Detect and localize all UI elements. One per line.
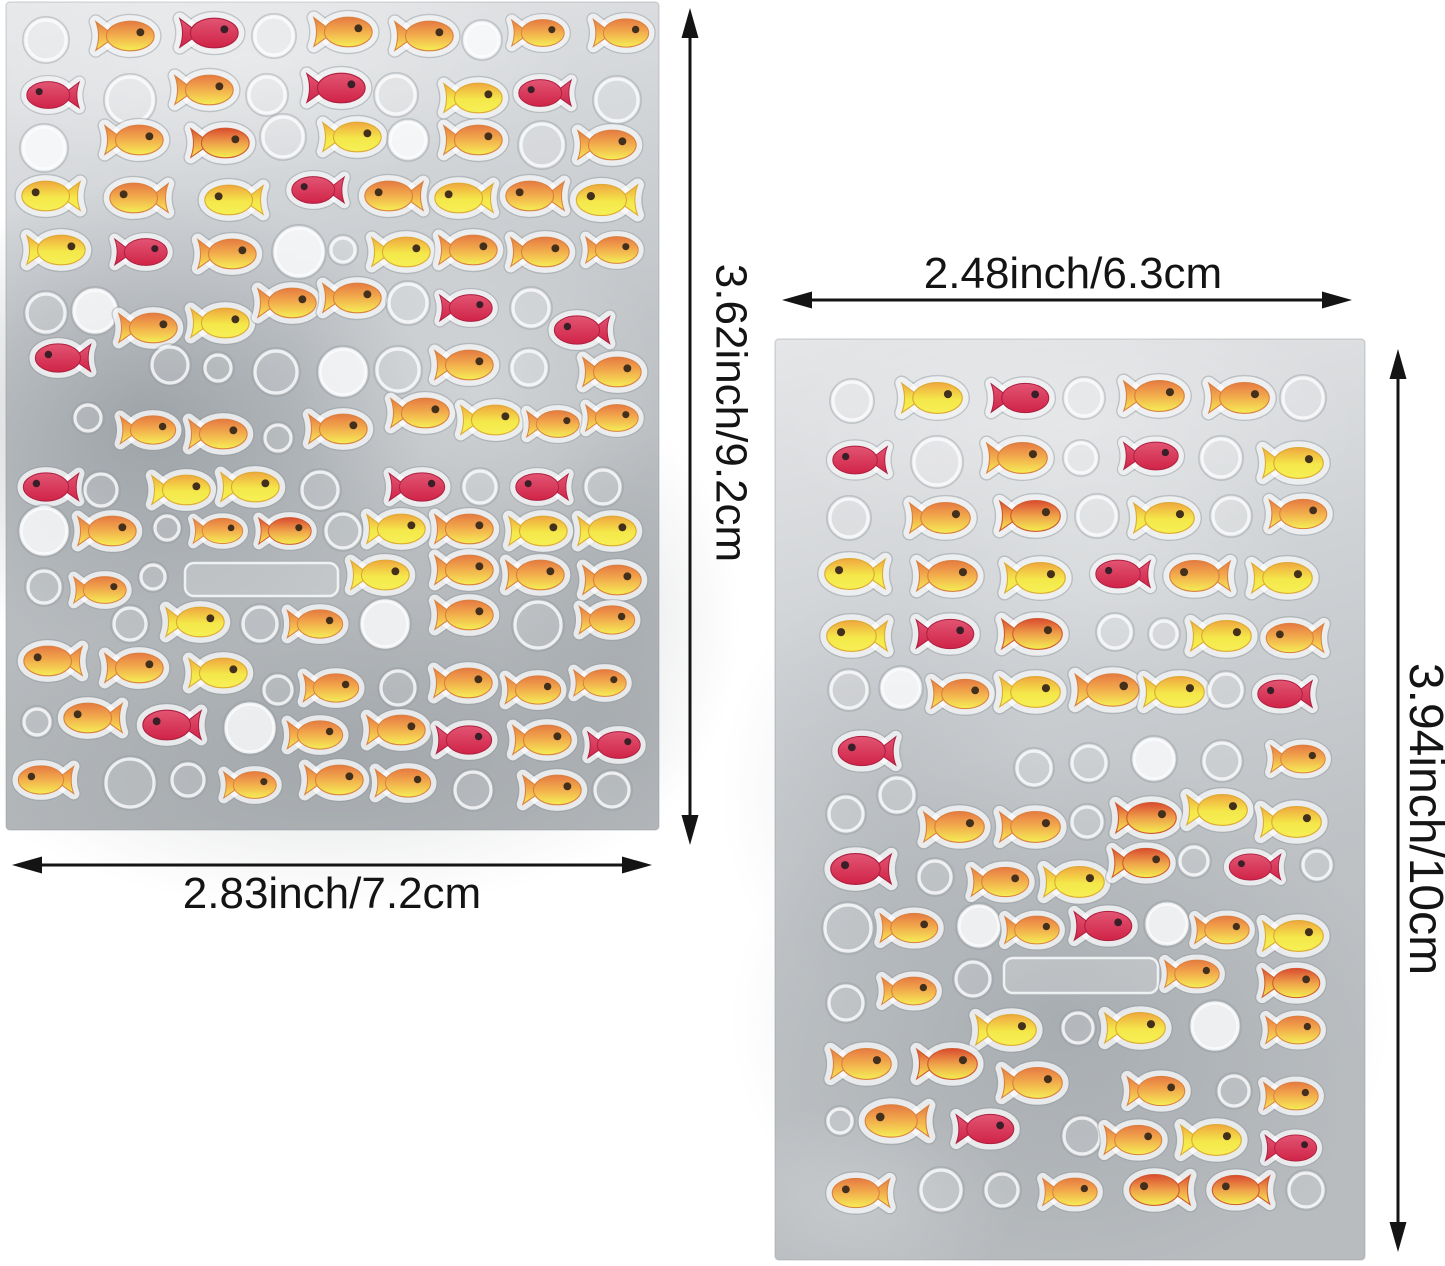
svg-text:2.83inch/7.2cm: 2.83inch/7.2cm — [183, 869, 481, 918]
svg-text:3.94inch/10cm: 3.94inch/10cm — [1399, 663, 1445, 975]
svg-text:3.62inch/9.2cm: 3.62inch/9.2cm — [707, 264, 756, 562]
svg-text:2.48inch/6.3cm: 2.48inch/6.3cm — [924, 249, 1222, 298]
